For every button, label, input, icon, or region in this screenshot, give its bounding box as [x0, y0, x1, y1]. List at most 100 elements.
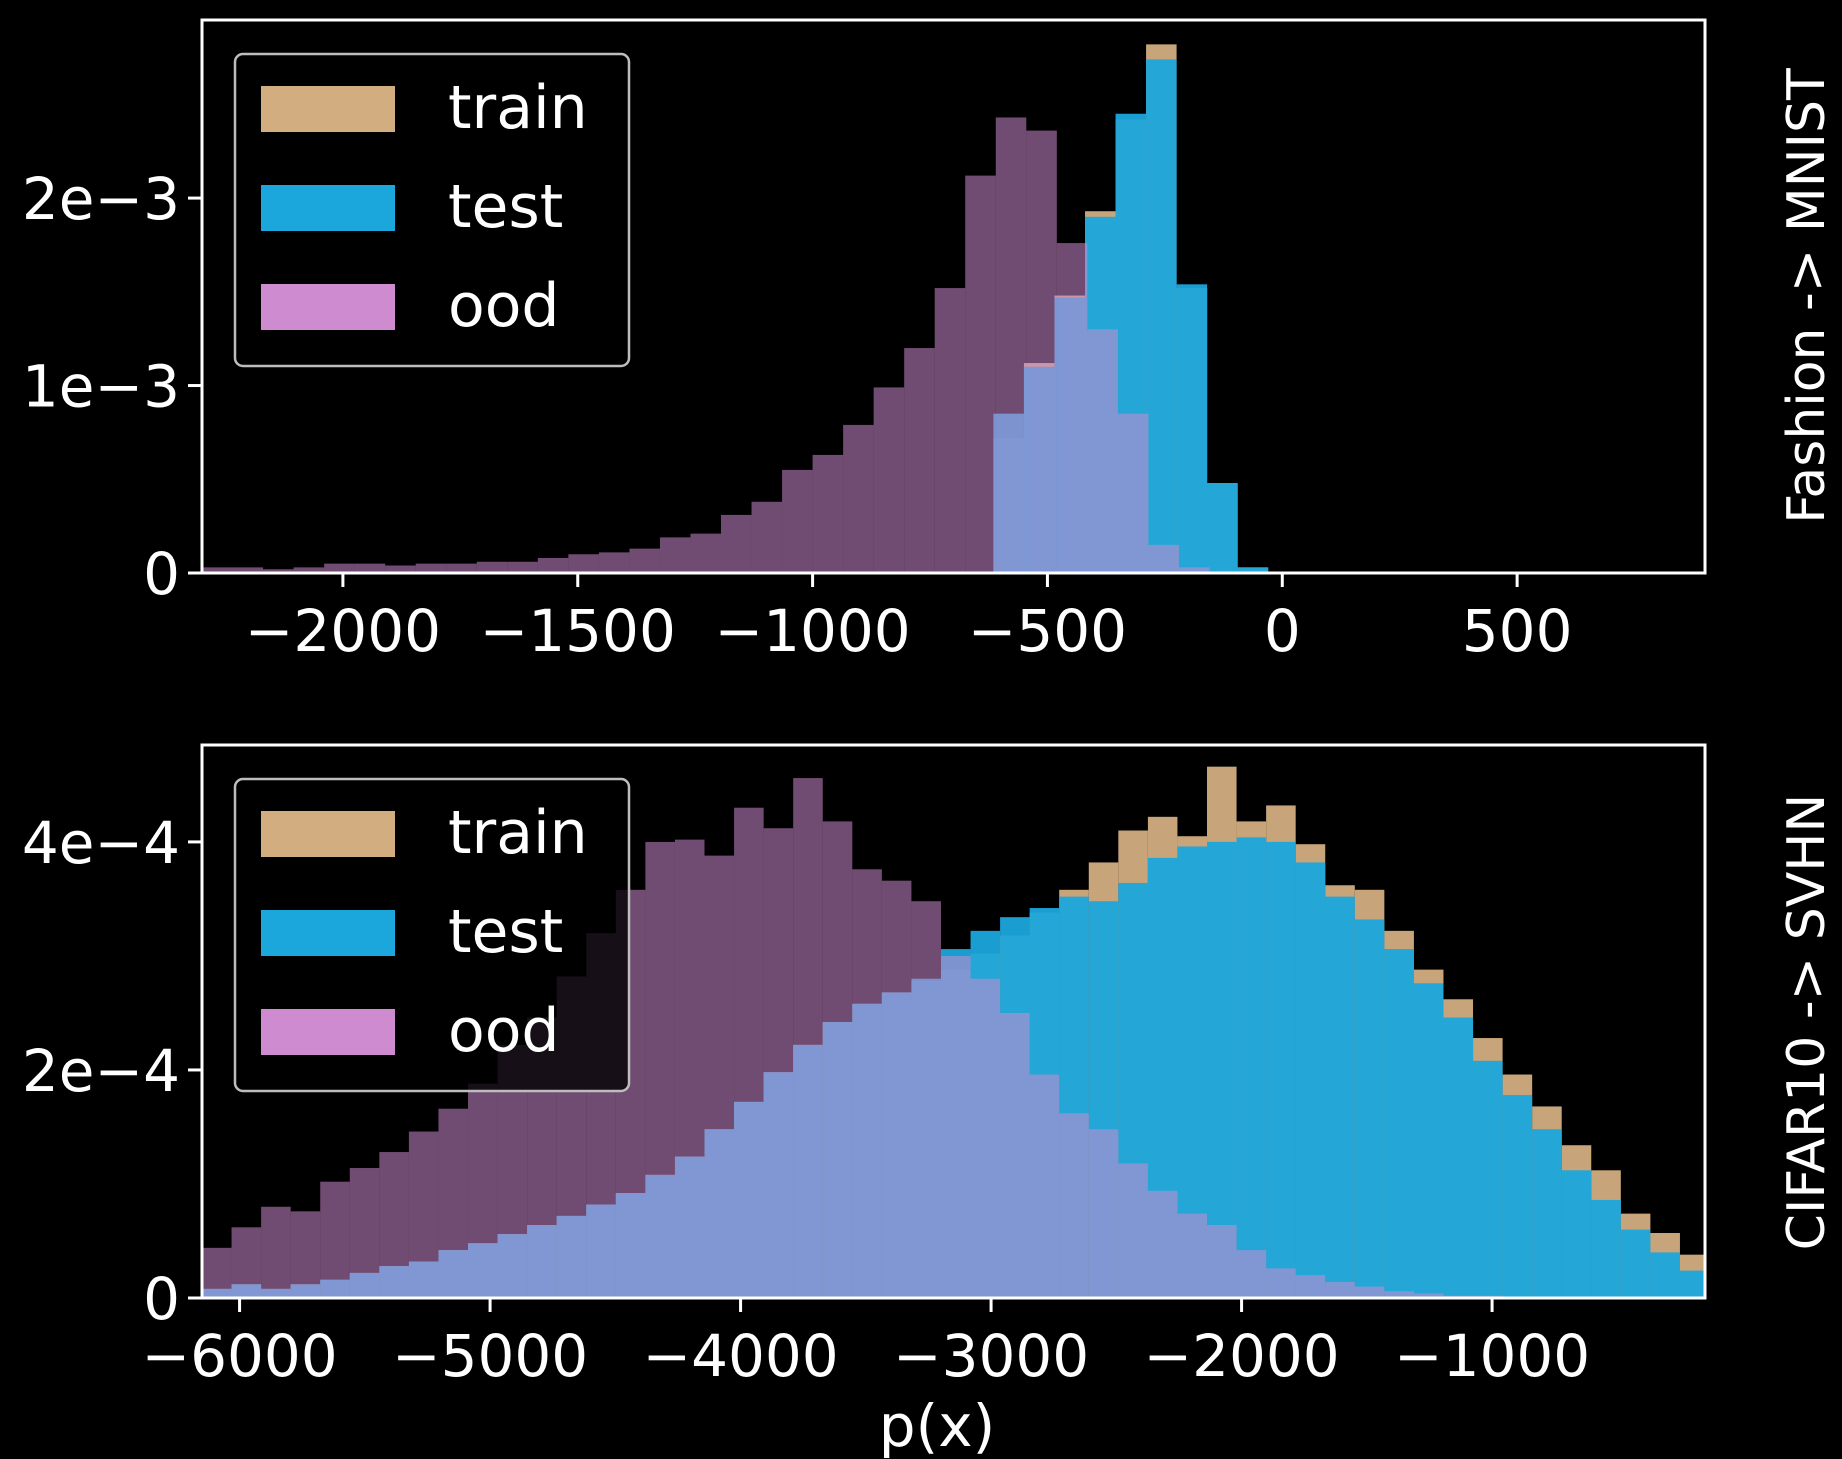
- test-bar: [1354, 919, 1385, 1298]
- test-bar: [1561, 1170, 1592, 1298]
- y-tick-label: 4e−4: [22, 809, 180, 877]
- ood-bar: [1147, 1190, 1178, 1298]
- ood-bar: [1029, 1074, 1060, 1298]
- ood-bar: [734, 807, 764, 1298]
- ood-bar: [812, 454, 844, 573]
- legend-label-test: test: [448, 897, 563, 967]
- ood-bar: [293, 567, 325, 573]
- ood-bar: [446, 563, 477, 573]
- test-bar: [1532, 1129, 1562, 1298]
- ood-bar: [1236, 1250, 1267, 1298]
- axes-frame: [200, 743, 1707, 1300]
- y-tick-label: 0: [143, 540, 180, 608]
- ood-bar: [1056, 243, 1088, 573]
- test-bar: [1236, 837, 1267, 1298]
- ood-bar: [1178, 567, 1210, 573]
- y-axis-ticks: 0 2e−4 4e−4: [22, 809, 202, 1333]
- ood-bar: [843, 424, 874, 573]
- x-tick-label: −1000: [714, 597, 910, 665]
- ood-bar: [904, 348, 935, 573]
- ood-bar: [1384, 1291, 1414, 1298]
- ood-bar: [1354, 1286, 1385, 1298]
- x-tick-label: −2000: [1143, 1322, 1339, 1390]
- x-tick-label: −3000: [893, 1322, 1089, 1390]
- ood-bar: [1087, 329, 1118, 573]
- legend: train test ood: [233, 52, 631, 368]
- legend-swatch-test: [261, 910, 395, 956]
- ood-bar: [1026, 130, 1057, 573]
- ood-bar: [349, 1168, 380, 1298]
- ood-bar: [231, 1227, 262, 1298]
- x-tick-label: −2000: [245, 597, 441, 665]
- legend-label-ood: ood: [448, 996, 560, 1066]
- ood-bar: [852, 869, 882, 1298]
- ood-bar: [1118, 1163, 1148, 1298]
- ood-bar: [324, 563, 355, 573]
- legend-swatch-ood: [261, 1009, 395, 1055]
- ood-bar: [507, 561, 538, 573]
- ood-bar: [379, 1152, 409, 1298]
- ood-bar: [721, 514, 752, 573]
- ood-bar: [598, 552, 630, 573]
- x-tick-label: −5000: [392, 1322, 588, 1390]
- test-bar: [1384, 949, 1414, 1298]
- test-bar: [1620, 1229, 1651, 1298]
- y-tick-label: 0: [143, 1265, 180, 1333]
- ood-bar: [408, 1131, 439, 1298]
- axes-frame: [200, 18, 1707, 575]
- test-bar: [1650, 1252, 1680, 1298]
- test-bar: [1295, 862, 1326, 1298]
- x-tick-label: −1000: [1394, 1322, 1590, 1390]
- bars-layer: [202, 44, 1269, 574]
- ood-bar: [1117, 413, 1149, 573]
- ood-bar: [1413, 1293, 1444, 1298]
- test-bar: [1207, 483, 1238, 573]
- ood-bar: [202, 1247, 232, 1298]
- ood-bar: [354, 563, 386, 573]
- ood-bar: [476, 561, 508, 573]
- ood-bar: [290, 1211, 321, 1298]
- x-tick-label: −1500: [480, 597, 676, 665]
- ood-bar: [438, 1108, 469, 1298]
- y-axis-ticks: 0 1e−3 2e−3: [22, 165, 202, 608]
- y-tick-label: 2e−4: [22, 1037, 180, 1105]
- test-bar: [1473, 1060, 1503, 1298]
- test-bar: [1207, 841, 1237, 1298]
- legend-swatch-test: [261, 185, 395, 231]
- histogram-panel-cifar10-svhn: −6000 −5000 −4000 −3000 −2000 −1000 0 2e−4 4e−4…: [22, 743, 1837, 1390]
- ood-bar: [568, 554, 599, 573]
- ood-bar: [782, 469, 813, 573]
- test-bar: [1443, 1017, 1474, 1298]
- test-bar: [1502, 1095, 1533, 1298]
- ood-bar: [645, 841, 675, 1298]
- test-bar: [1679, 1270, 1705, 1298]
- ood-bar: [1088, 1129, 1119, 1298]
- ood-bar: [385, 565, 416, 573]
- ood-bar: [1207, 1225, 1237, 1298]
- test-bar: [1413, 983, 1444, 1298]
- x-axis-ticks: −2000 −1500 −1000 −500 0 500: [245, 573, 1572, 665]
- ood-bar: [1325, 1282, 1355, 1298]
- x-tick-label: −500: [968, 597, 1127, 665]
- x-axis-label: p(x): [879, 1392, 995, 1459]
- ood-bar: [822, 821, 853, 1298]
- ood-bar: [690, 533, 722, 573]
- series-ood: [202, 117, 1210, 573]
- histogram-panel-fashion-mnist: −2000 −1500 −1000 −500 0 500 01e−32e−3 traint…: [22, 18, 1837, 665]
- bars-layer: [202, 766, 1705, 1298]
- x-tick-label: −4000: [642, 1322, 838, 1390]
- test-bar: [1237, 567, 1269, 573]
- x-tick-label: 0: [1264, 597, 1301, 665]
- ood-bar: [1148, 544, 1179, 573]
- legend-label-train: train: [448, 798, 588, 868]
- test-bar: [1266, 841, 1296, 1298]
- ood-bar: [751, 501, 783, 573]
- ood-bar: [965, 175, 996, 573]
- ood-bar: [537, 558, 569, 573]
- legend-swatch-ood: [261, 284, 395, 330]
- ood-bar: [970, 978, 1001, 1298]
- ood-bar: [940, 955, 971, 1298]
- ood-bar: [763, 828, 794, 1298]
- ood-bar: [629, 548, 660, 573]
